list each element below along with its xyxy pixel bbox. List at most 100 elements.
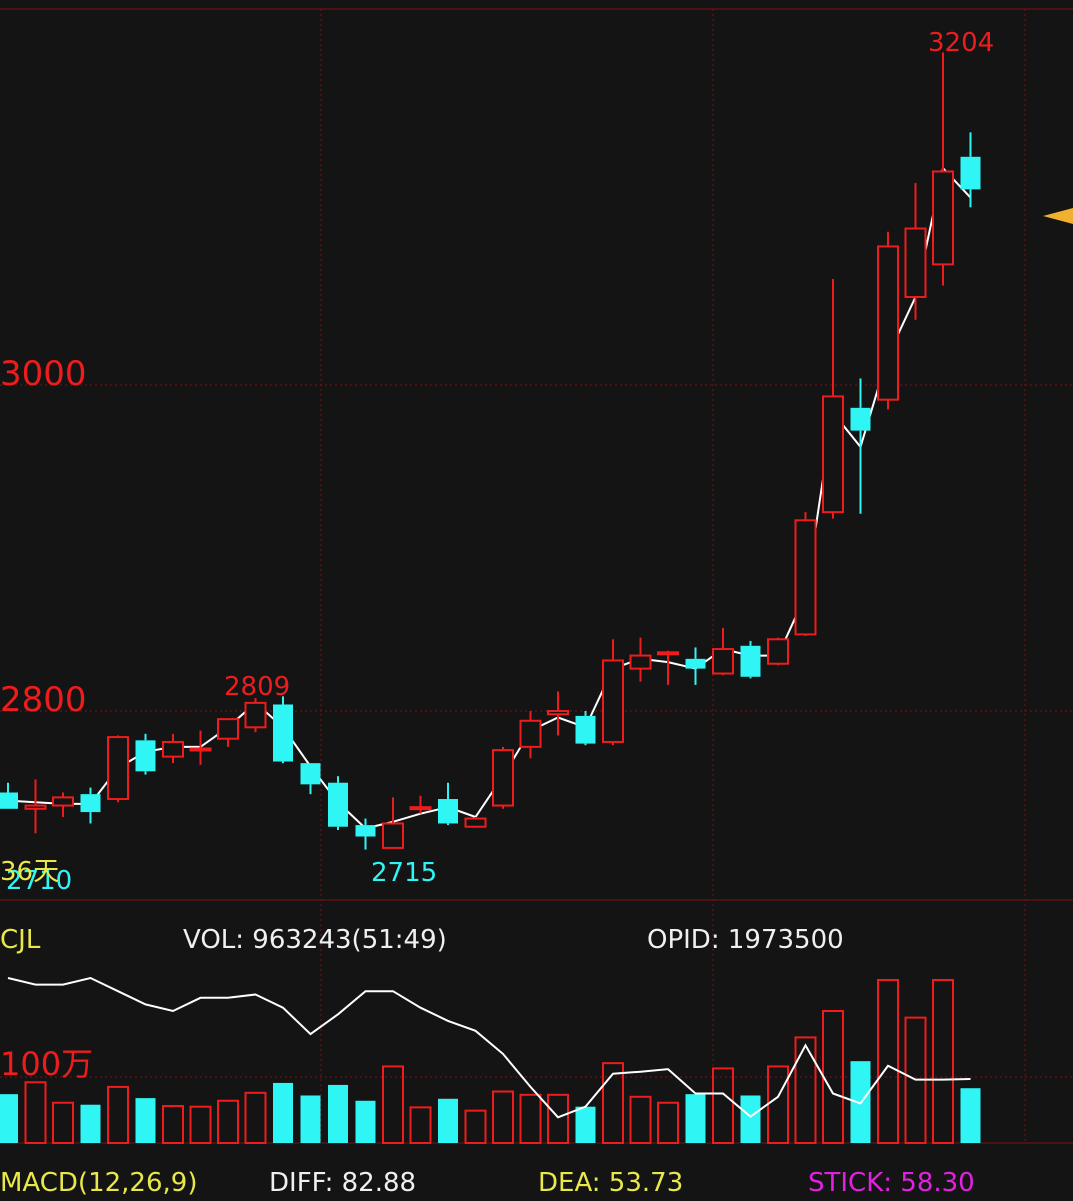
opid-readout: OPID: 1973500 xyxy=(647,925,844,955)
candle-2 xyxy=(52,792,74,817)
volume-bar-17 xyxy=(464,1109,487,1145)
candle-1 xyxy=(24,779,47,834)
candle-7 xyxy=(189,730,212,765)
volume-bar-20 xyxy=(547,1093,569,1144)
macd-indicator-name: MACD(12,26,9) xyxy=(0,1168,197,1198)
candle-26 xyxy=(712,627,734,676)
candle-14 xyxy=(382,797,404,849)
candle-body-13 xyxy=(355,825,376,837)
volume-bar-12 xyxy=(328,1084,348,1143)
candle-body-22 xyxy=(602,659,624,743)
volume-bar-6 xyxy=(162,1105,184,1145)
cjl-layer xyxy=(7,976,971,1119)
candle-body-34 xyxy=(932,170,954,266)
volume-bar-13 xyxy=(355,1100,376,1143)
candle-body-3 xyxy=(80,794,101,813)
candle-body-23 xyxy=(629,654,652,670)
candle-body-26 xyxy=(712,648,734,675)
y-tick-2800: 2800 xyxy=(0,680,87,720)
candle-body-35 xyxy=(960,156,981,190)
candle-4 xyxy=(107,735,129,803)
volume-bar-29 xyxy=(794,1036,817,1145)
candle-20 xyxy=(547,691,569,736)
volume-bar-9 xyxy=(244,1091,267,1144)
candle-27 xyxy=(740,640,761,679)
volume-scale-label: 100万 xyxy=(0,1045,93,1083)
swing-low-label: 2715 xyxy=(371,858,437,888)
volume-bar-8 xyxy=(217,1099,239,1145)
candle-body-16 xyxy=(438,799,458,824)
candle-body-31 xyxy=(850,407,871,431)
candle-13 xyxy=(355,818,376,850)
volume-bar-18 xyxy=(492,1090,514,1145)
candle-12 xyxy=(328,776,348,830)
candle-body-20 xyxy=(547,710,569,716)
candle-body-27 xyxy=(740,645,761,677)
candle-body-4 xyxy=(107,736,129,801)
volume-indicator-name: CJL xyxy=(0,925,41,955)
candle-30 xyxy=(822,279,844,519)
vol-readout: VOL: 963243(51:49) xyxy=(183,925,447,955)
candle-body-6 xyxy=(162,740,184,758)
volume-bar-34 xyxy=(932,978,954,1144)
candle-16 xyxy=(438,782,458,826)
candle-23 xyxy=(629,637,652,682)
candle-body-24 xyxy=(657,651,679,656)
candle-33 xyxy=(904,182,927,320)
low-label: 2710 xyxy=(6,866,72,896)
candle-body-25 xyxy=(685,658,706,669)
volume-bar-14 xyxy=(382,1065,404,1144)
candle-body-10 xyxy=(273,704,293,762)
candle-0 xyxy=(0,782,18,809)
candle-body-32 xyxy=(877,245,899,401)
candle-body-11 xyxy=(300,763,321,785)
volume-bar-19 xyxy=(519,1093,542,1144)
candle-body-2 xyxy=(52,796,74,807)
candle-35 xyxy=(960,132,981,208)
candle-8 xyxy=(217,718,239,747)
dea-readout: DEA: 53.73 xyxy=(538,1168,683,1198)
candle-34 xyxy=(932,52,954,286)
volume-bar-5 xyxy=(135,1098,156,1143)
volume-bar-1 xyxy=(24,1081,47,1145)
high-label: 3204 xyxy=(928,28,994,58)
candle-9 xyxy=(244,697,267,733)
y-tick-3000: 3000 xyxy=(0,354,87,394)
candle-body-19 xyxy=(519,719,542,748)
candle-body-33 xyxy=(904,227,927,298)
volume-bar-2 xyxy=(52,1101,74,1144)
volume-bar-4 xyxy=(107,1085,129,1145)
volume-bar-24 xyxy=(657,1101,679,1144)
candle-body-18 xyxy=(492,749,514,807)
volume-bar-26 xyxy=(712,1067,734,1145)
volume-bar-10 xyxy=(273,1082,293,1143)
candle-body-30 xyxy=(822,395,844,514)
volume-bar-32 xyxy=(877,978,899,1144)
candles xyxy=(0,52,981,850)
candle-5 xyxy=(135,733,156,775)
volume-bar-15 xyxy=(409,1106,432,1144)
candle-31 xyxy=(850,378,871,514)
candle-21 xyxy=(575,711,596,746)
candle-10 xyxy=(273,696,293,764)
candle-body-12 xyxy=(328,782,348,827)
candle-body-14 xyxy=(382,822,404,849)
candle-body-7 xyxy=(189,747,212,752)
candle-body-5 xyxy=(135,740,156,772)
volume-bars xyxy=(0,978,981,1145)
volume-bar-11 xyxy=(300,1095,321,1143)
volume-bar-22 xyxy=(602,1062,624,1145)
candle-11 xyxy=(300,763,321,795)
candle-22 xyxy=(602,639,624,746)
candle-24 xyxy=(657,650,679,685)
candle-32 xyxy=(877,231,899,410)
volume-bar-0 xyxy=(0,1094,18,1143)
volume-bar-27 xyxy=(740,1095,761,1143)
volume-bar-3 xyxy=(80,1104,101,1143)
candle-29 xyxy=(794,512,817,637)
volume-bar-25 xyxy=(685,1094,706,1143)
overlay-label: 36天 xyxy=(0,857,59,887)
volume-bar-7 xyxy=(189,1105,212,1144)
candle-6 xyxy=(162,733,184,764)
